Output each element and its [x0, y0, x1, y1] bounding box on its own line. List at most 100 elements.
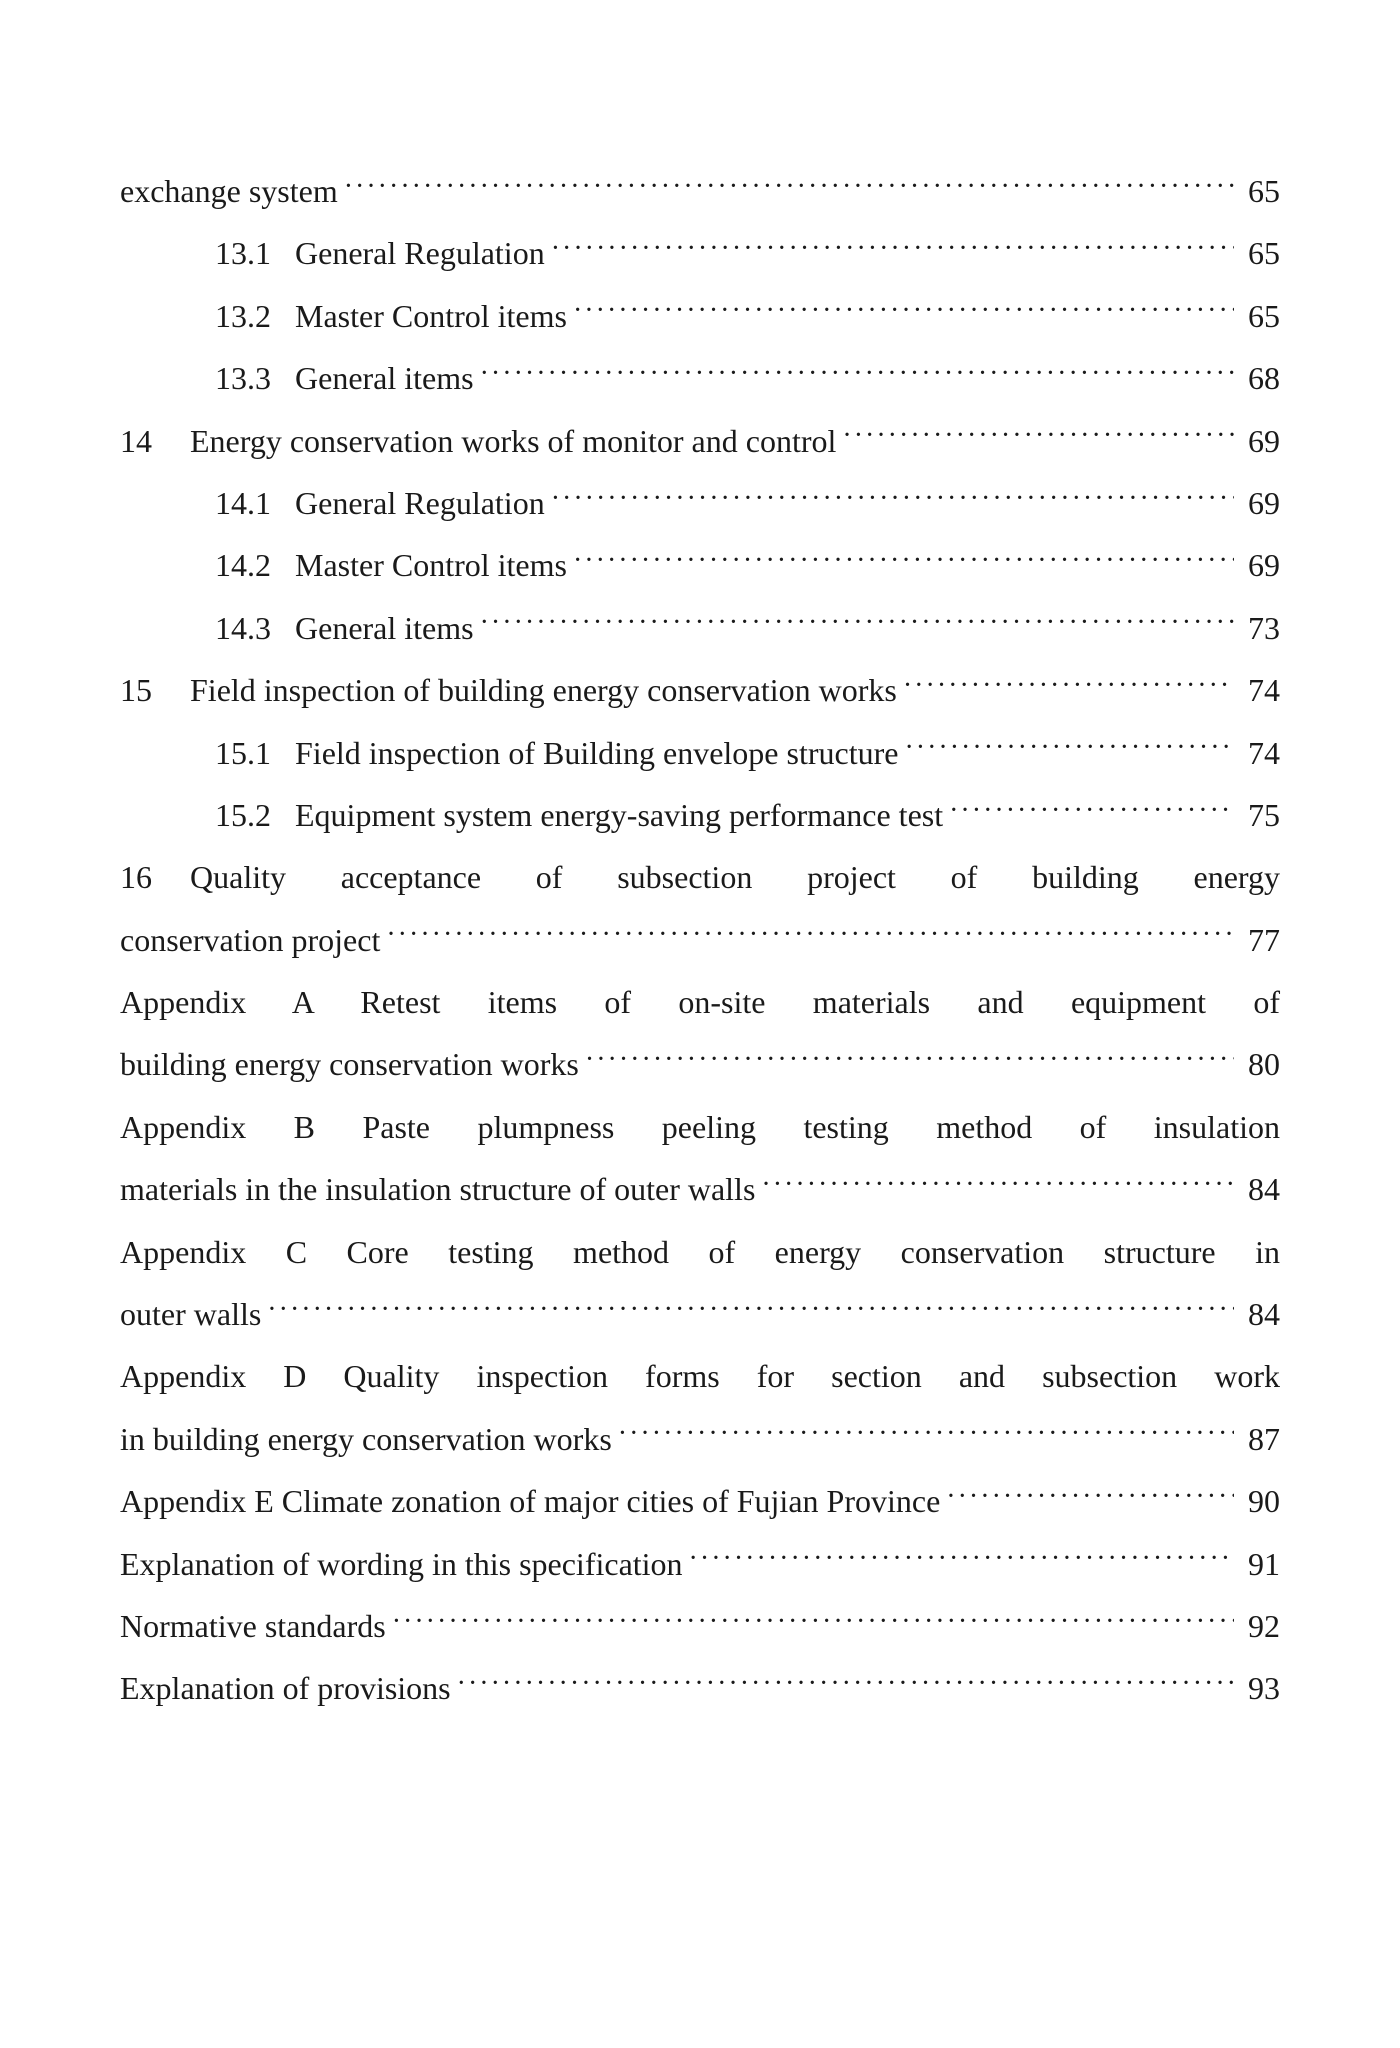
dot-leader [386, 912, 1234, 950]
wrapped-line-2: building energy conservation works 80 [120, 1033, 1280, 1095]
entry-text-line2: building energy conservation works [120, 1033, 579, 1095]
entry-text: Explanation of provisions [120, 1657, 451, 1719]
toc-chapter-wrapped: 16 Quality acceptance of subsection proj… [120, 846, 1280, 971]
wrapped-line-2: conservation project 77 [120, 909, 1280, 971]
entry-text: Equipment system energy-saving performan… [295, 784, 943, 846]
page-number: 93 [1240, 1657, 1280, 1719]
page-number: 74 [1240, 722, 1280, 784]
entry-text-line1: Appendix A Retest items of on-site mater… [120, 971, 1280, 1033]
dot-leader [689, 1536, 1234, 1574]
dot-leader [267, 1287, 1234, 1325]
page-number: 80 [1240, 1033, 1280, 1095]
dot-leader [904, 725, 1234, 763]
toc-appendix-wrapped: Appendix C Core testing method of energy… [120, 1221, 1280, 1346]
entry-text-line1: Quality acceptance of subsection project… [190, 846, 1280, 908]
wrapped-line-1: 16 Quality acceptance of subsection proj… [120, 846, 1280, 908]
page-number: 84 [1240, 1283, 1280, 1345]
dot-leader [903, 663, 1234, 701]
chapter-number: 14 [120, 410, 190, 472]
toc-subentry: 14.2 Master Control items 69 [120, 534, 1280, 596]
toc-entry-continuation: exchange system 65 [120, 160, 1280, 222]
entry-text: exchange system [120, 160, 338, 222]
entry-text-line1: Appendix C Core testing method of energy… [120, 1221, 1280, 1283]
chapter-number: 16 [120, 846, 190, 908]
page-number: 69 [1240, 472, 1280, 534]
dot-leader [618, 1411, 1234, 1449]
entry-text: General items [295, 347, 474, 409]
dot-leader [480, 351, 1234, 389]
sub-number: 15.2 [215, 784, 295, 846]
entry-text-line2: in building energy conservation works [120, 1408, 612, 1470]
toc-subentry: 13.3 General items 68 [120, 347, 1280, 409]
entry-text-line1: Appendix B Paste plumpness peeling testi… [120, 1096, 1280, 1158]
page-number: 65 [1240, 160, 1280, 222]
sub-number: 14.1 [215, 472, 295, 534]
page-number: 84 [1240, 1158, 1280, 1220]
entry-text: Field inspection of building energy cons… [190, 659, 897, 721]
page-number: 69 [1240, 410, 1280, 472]
toc-subentry: 15.1 Field inspection of Building envelo… [120, 722, 1280, 784]
entry-text: Master Control items [295, 285, 567, 347]
dot-leader [457, 1661, 1234, 1699]
toc-subentry: 13.1 General Regulation 65 [120, 222, 1280, 284]
sub-number: 15.1 [215, 722, 295, 784]
entry-text: Field inspection of Building envelope st… [295, 722, 898, 784]
entry-text-line2: conservation project [120, 909, 380, 971]
page-number: 75 [1240, 784, 1280, 846]
sub-number: 14.2 [215, 534, 295, 596]
toc-appendix-wrapped: Appendix B Paste plumpness peeling testi… [120, 1096, 1280, 1221]
dot-leader [480, 600, 1234, 638]
page-number: 92 [1240, 1595, 1280, 1657]
entry-text: Energy conservation works of monitor and… [190, 410, 836, 472]
toc-subentry: 14.3 General items 73 [120, 597, 1280, 659]
page-number: 69 [1240, 534, 1280, 596]
dot-leader [551, 226, 1234, 264]
dot-leader [573, 538, 1234, 576]
page-number: 68 [1240, 347, 1280, 409]
toc-appendix-wrapped: Appendix A Retest items of on-site mater… [120, 971, 1280, 1096]
toc-chapter: 14 Energy conservation works of monitor … [120, 410, 1280, 472]
sub-number: 13.1 [215, 222, 295, 284]
entry-text: Normative standards [120, 1595, 386, 1657]
dot-leader [842, 413, 1234, 451]
dot-leader [551, 476, 1234, 514]
entry-text: General Regulation [295, 222, 545, 284]
toc-subentry: 15.2 Equipment system energy-saving perf… [120, 784, 1280, 846]
page-number: 73 [1240, 597, 1280, 659]
dot-leader [392, 1599, 1234, 1637]
toc-appendix: Appendix E Climate zonation of major cit… [120, 1470, 1280, 1532]
wrapped-line-2: materials in the insulation structure of… [120, 1158, 1280, 1220]
toc-appendix-wrapped: Appendix D Quality inspection forms for … [120, 1345, 1280, 1470]
entry-text: Explanation of wording in this specifica… [120, 1533, 683, 1595]
sub-number: 13.2 [215, 285, 295, 347]
entry-text-line1: Appendix D Quality inspection forms for … [120, 1345, 1280, 1407]
dot-leader [585, 1037, 1234, 1075]
wrapped-line-2: outer walls 84 [120, 1283, 1280, 1345]
dot-leader [949, 788, 1234, 826]
dot-leader [946, 1474, 1234, 1512]
dot-leader [344, 164, 1234, 202]
toc-subentry: 13.2 Master Control items 65 [120, 285, 1280, 347]
entry-text: Appendix E Climate zonation of major cit… [120, 1470, 940, 1532]
wrapped-line-1: Appendix D Quality inspection forms for … [120, 1345, 1280, 1407]
sub-number: 13.3 [215, 347, 295, 409]
dot-leader [573, 288, 1234, 326]
toc-subentry: 14.1 General Regulation 69 [120, 472, 1280, 534]
wrapped-line-1: Appendix A Retest items of on-site mater… [120, 971, 1280, 1033]
page-number: 74 [1240, 659, 1280, 721]
page-number: 65 [1240, 285, 1280, 347]
toc-plain: Normative standards 92 [120, 1595, 1280, 1657]
sub-number: 14.3 [215, 597, 295, 659]
page-number: 87 [1240, 1408, 1280, 1470]
page-number: 77 [1240, 909, 1280, 971]
page-number: 90 [1240, 1470, 1280, 1532]
chapter-number: 15 [120, 659, 190, 721]
page-number: 91 [1240, 1533, 1280, 1595]
toc-plain: Explanation of provisions 93 [120, 1657, 1280, 1719]
wrapped-line-1: Appendix C Core testing method of energy… [120, 1221, 1280, 1283]
entry-text: Master Control items [295, 534, 567, 596]
toc-chapter: 15 Field inspection of building energy c… [120, 659, 1280, 721]
dot-leader [761, 1162, 1234, 1200]
entry-text: General items [295, 597, 474, 659]
entry-text-line2: materials in the insulation structure of… [120, 1158, 755, 1220]
